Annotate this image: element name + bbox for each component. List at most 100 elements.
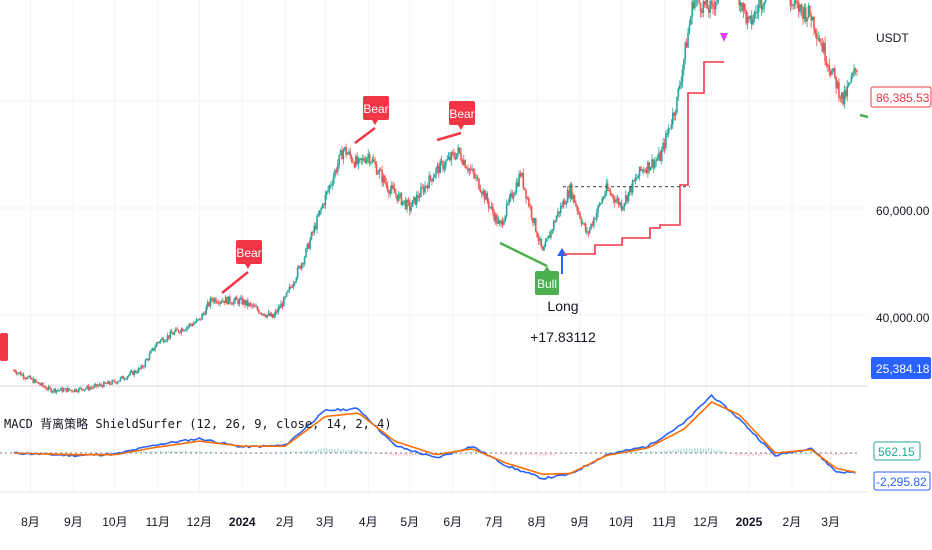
hist-bar [384, 453, 386, 455]
bull-label-pointer [544, 266, 550, 271]
candle-body [44, 387, 47, 389]
candle-body [284, 296, 286, 298]
bear-divergence-line [436, 131, 462, 142]
candle-body [336, 164, 339, 172]
candle-body [480, 192, 483, 195]
candle-body [676, 96, 678, 113]
indicator-title[interactable]: MACD 背离策略 ShieldSurfer (12, 26, 9, close… [4, 416, 392, 431]
candle-body [759, 0, 761, 5]
candle-body [241, 297, 244, 305]
time-label-15: 11月 [652, 515, 676, 529]
candle-body [158, 341, 161, 343]
bear-label-pointer [458, 125, 464, 130]
bear-label-pointer [372, 120, 378, 125]
candle-body [197, 319, 199, 321]
candle-body [259, 313, 262, 315]
candle-body [594, 218, 597, 220]
last-price-value: 86,385.53 [876, 91, 930, 105]
candle-body [141, 365, 144, 368]
hist-bar [555, 453, 558, 455]
hist-bar [367, 451, 369, 453]
hist-bar [760, 453, 763, 456]
candle-body [626, 195, 628, 201]
candle-body [600, 203, 602, 205]
candle-body [529, 206, 532, 208]
candle-body [270, 313, 273, 317]
hist-bar [647, 452, 649, 453]
candle-body [849, 82, 851, 84]
macd-signal-line [13, 401, 856, 476]
hist-value-tag [873, 441, 921, 461]
candle-body [93, 385, 95, 388]
hist-bar [395, 453, 397, 457]
hist-bar [417, 453, 419, 456]
hist-bar [727, 453, 729, 454]
hist-bar [273, 452, 275, 454]
candle-body [15, 372, 18, 374]
candle-body [199, 318, 202, 320]
candle-body [533, 218, 536, 223]
candle-body [821, 43, 824, 52]
candle-body [202, 313, 205, 315]
candle-body [806, 17, 808, 22]
hist-bar [699, 448, 702, 453]
hist-bar [223, 451, 225, 453]
candle-body [601, 198, 604, 204]
hist-bar [256, 452, 259, 454]
hist-bar [697, 448, 699, 453]
candle-body [73, 389, 76, 392]
candle-body [478, 178, 480, 190]
candle-body [307, 243, 310, 249]
candle-body [177, 329, 180, 333]
hist-bar [173, 451, 176, 453]
candle-body [702, 1, 705, 13]
hist-bar [702, 448, 704, 453]
candle-body [537, 237, 540, 241]
signal-overlays: Bear Bear Bear Bull Long +17.83112 [0, 33, 873, 361]
candle-body [364, 161, 367, 163]
candle-body [530, 206, 533, 218]
hist-bar [533, 453, 536, 455]
hist-bar [397, 453, 400, 457]
candle-body [738, 0, 741, 6]
candle-body [710, 1, 713, 4]
time-axis[interactable]: 8月 9月 10月 11月 12月 2024 2月 3月 4月 5月 6月 7月 8月 9月 10月 11月 1… [21, 515, 840, 529]
candle-body [388, 190, 390, 194]
hist-bar [818, 452, 821, 454]
hist-bar [334, 449, 336, 453]
candle-body [407, 199, 410, 203]
candle-body [361, 158, 364, 160]
hist-bar [148, 451, 151, 453]
candle-body [19, 372, 22, 376]
hist-bar [98, 453, 101, 454]
candle-body [854, 68, 857, 71]
candle-body [43, 386, 46, 388]
candle-body [494, 214, 497, 221]
candle-body [687, 32, 689, 48]
candle-body [850, 75, 853, 83]
candle-body [487, 201, 490, 208]
candle-body [583, 223, 586, 225]
hist-bar [267, 452, 270, 454]
hist-bar [840, 453, 843, 456]
hist-bar [528, 453, 530, 455]
candle-body [179, 332, 181, 334]
candle-body [695, 0, 698, 1]
candle-body [393, 188, 396, 194]
candle-body [386, 185, 389, 191]
candle-body [408, 202, 411, 211]
candle-body [415, 195, 418, 205]
candle-body [465, 167, 468, 169]
candle-body [89, 387, 91, 390]
price-axis-bg[interactable] [868, 0, 932, 550]
candle-body [298, 265, 300, 268]
candle-body [519, 173, 522, 177]
candle-body [683, 59, 685, 70]
hist-bar [206, 451, 209, 453]
candle-body [343, 147, 346, 150]
hist-bar [409, 453, 411, 456]
time-label-9: 5月 [400, 515, 419, 529]
candle-body [240, 297, 242, 300]
candle-body [378, 169, 381, 174]
